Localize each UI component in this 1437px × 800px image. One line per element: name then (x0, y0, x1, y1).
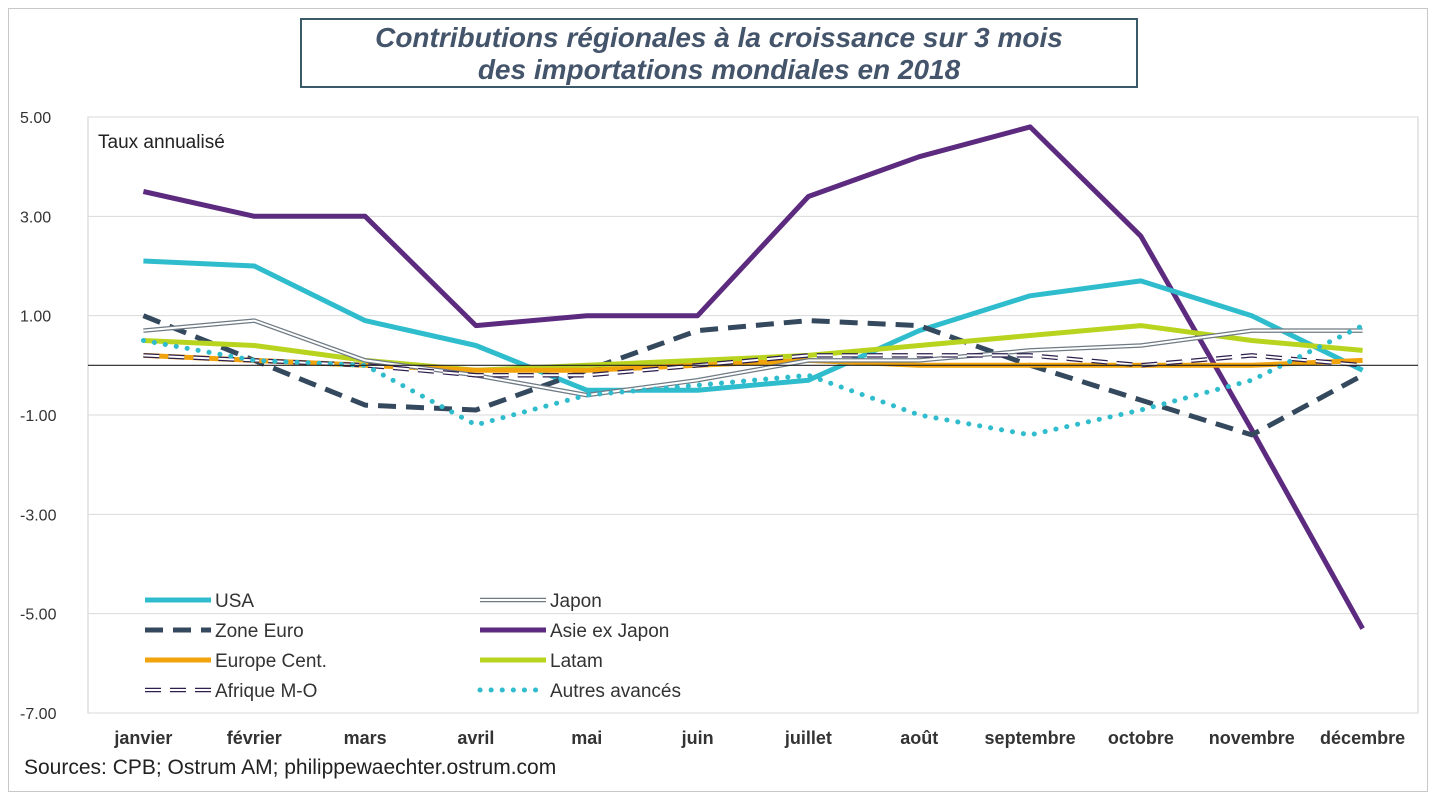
x-tick-label: janvier (113, 728, 172, 748)
legend-label: Japon (550, 591, 602, 612)
series-line (143, 319, 1363, 397)
chart-frame (8, 8, 1428, 792)
x-tick-label: juin (681, 728, 714, 748)
legend-item-afrique-m-o: Afrique M-O (145, 681, 317, 702)
x-tick-label: juillet (784, 728, 832, 748)
legend-label: Latam (550, 651, 603, 672)
x-tick-label: février (227, 728, 282, 748)
legend-label: Autres avancés (550, 681, 681, 702)
legend-item-asie-ex-japon: Asie ex Japon (480, 621, 669, 642)
x-tick-label: avril (457, 728, 494, 748)
x-tick-label: mars (344, 728, 387, 748)
x-tick-label: octobre (1108, 728, 1174, 748)
series-line (142, 124, 1365, 630)
series-line (143, 258, 1364, 393)
legend-label: USA (215, 591, 254, 612)
series-usa (143, 258, 1364, 393)
series-asie-ex-japon (142, 124, 1365, 630)
legend-item-europe-cent: Europe Cent. (145, 651, 327, 672)
y-tick-label: -7.00 (20, 706, 57, 723)
legend-item-latam: Latam (480, 651, 603, 672)
series-line (142, 313, 1364, 438)
series-line (143, 354, 1363, 377)
series-line (140, 323, 1366, 438)
legend-item-japon: Japon (480, 591, 602, 612)
legend-label: Asie ex Japon (550, 621, 669, 642)
series-japon (143, 318, 1363, 398)
chart-title-box: Contributions régionales à la croissance… (300, 18, 1138, 88)
y-tick-label: 3.00 (20, 209, 51, 226)
legend-item-zone-euro: Zone Euro (145, 621, 304, 642)
y-tick-label: -3.00 (20, 507, 57, 524)
chart-title-line1: Contributions régionales à la croissance… (375, 22, 1063, 53)
axis-layer: 5.00 3.00 1.00 -1.00 -3.00 -5.00 -7.00 janvier f… (20, 110, 1418, 748)
series-latam (143, 323, 1363, 373)
series-afrique-m-o (143, 353, 1363, 378)
y-tick-label: 1.00 (20, 309, 51, 326)
x-tick-label: novembre (1209, 728, 1295, 748)
chart-title-line2: des importations mondiales en 2018 (477, 54, 961, 85)
legend-item-usa: USA (145, 591, 254, 612)
unit-label: Taux annualisé (98, 132, 225, 153)
legend-label: Zone Euro (215, 621, 304, 642)
series-layer (140, 124, 1366, 630)
source-note: Sources: CPB; Ostrum AM; philippewaechte… (24, 756, 557, 779)
legend-label: Afrique M-O (215, 681, 317, 702)
series-autres-avances (140, 323, 1366, 438)
legend-item-autres-avances: Autres avancés (477, 681, 681, 702)
series-line (143, 323, 1363, 373)
y-tick-label: -5.00 (20, 607, 57, 624)
legend-label: Europe Cent. (215, 651, 327, 672)
x-tick-label: décembre (1320, 728, 1405, 748)
x-tick-label: septembre (985, 728, 1076, 748)
y-tick-label: -1.00 (20, 408, 57, 425)
y-tick-label: 5.00 (20, 110, 51, 127)
x-tick-label: mai (571, 728, 602, 748)
legend: USA Japon Zone Euro Asie ex Japon Europe Cen… (145, 591, 681, 702)
series-zone-euro (142, 313, 1364, 438)
x-tick-label: août (900, 728, 938, 748)
